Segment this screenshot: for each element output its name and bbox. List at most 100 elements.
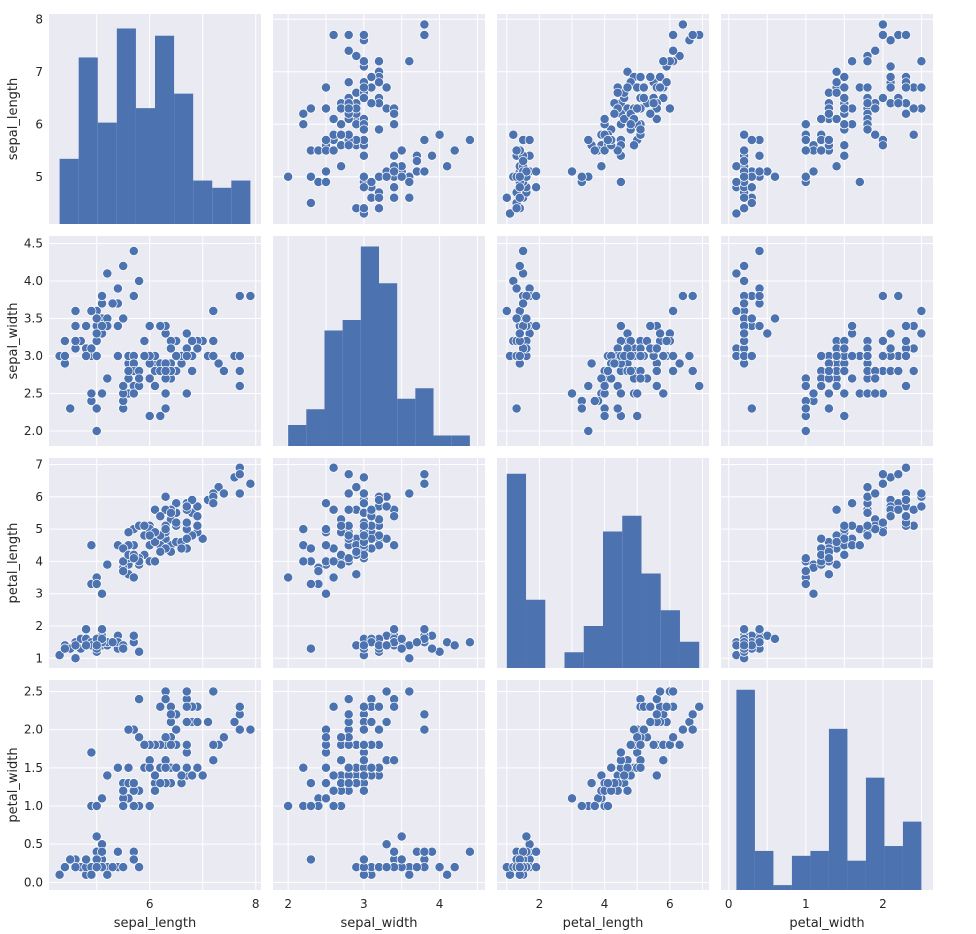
scatter-point xyxy=(381,171,392,182)
scatter-point xyxy=(208,739,219,750)
scatter-point xyxy=(800,579,811,589)
scatter-point xyxy=(70,862,81,873)
scatter-point xyxy=(381,501,392,512)
scatter-point xyxy=(576,403,587,414)
scatter-point xyxy=(321,498,331,509)
scatter-point xyxy=(321,762,331,773)
scatter-point xyxy=(389,119,400,130)
scatter-point xyxy=(746,182,757,193)
scatter-point xyxy=(746,313,757,324)
scatter-point xyxy=(602,778,613,789)
scatter-point xyxy=(374,124,384,135)
histogram-bar xyxy=(78,57,98,225)
histogram-bar xyxy=(212,187,232,224)
scatter-point xyxy=(165,343,176,354)
scatter-point xyxy=(901,82,911,93)
scatter-point xyxy=(328,785,339,796)
scatter-point xyxy=(531,291,542,301)
scatter-point xyxy=(97,321,107,331)
scatter-point xyxy=(674,51,685,61)
scatter-point xyxy=(739,129,750,140)
scatter-point xyxy=(218,488,229,499)
scatter-point xyxy=(511,283,522,294)
scatter-point xyxy=(635,351,646,361)
scatter-point xyxy=(746,135,757,145)
scatter-point xyxy=(366,762,377,773)
scatter-point xyxy=(351,51,362,61)
ylabel-sepal_length: sepal_length xyxy=(6,78,21,161)
scatter-point xyxy=(283,572,294,583)
xtick-label: 4 xyxy=(436,897,444,911)
scatter-point xyxy=(635,72,646,82)
scatter-point xyxy=(97,633,107,644)
scatter-point xyxy=(165,709,176,720)
scatter-point xyxy=(97,793,107,804)
scatter-point xyxy=(366,717,377,727)
scatter-point xyxy=(118,543,129,554)
scatter-point xyxy=(213,358,224,369)
scatter-point xyxy=(160,762,171,773)
histogram-bar xyxy=(679,641,700,668)
histogram-bar xyxy=(379,283,398,446)
scatter-point xyxy=(739,192,750,203)
scatter-point xyxy=(358,854,369,865)
scatter-point xyxy=(893,98,904,109)
scatter-point xyxy=(134,862,145,873)
scatter-point xyxy=(602,135,613,145)
ytick-label: 2.0 xyxy=(24,723,43,737)
scatter-point xyxy=(102,373,113,384)
histogram-bar xyxy=(306,409,325,446)
ytick-label: 5 xyxy=(35,170,43,184)
histogram-bar xyxy=(736,689,755,890)
ylabel-sepal_width: sepal_width xyxy=(6,303,21,380)
scatter-point xyxy=(298,108,309,119)
scatter-point xyxy=(800,381,811,391)
scatter-point xyxy=(901,495,911,505)
scatter-point xyxy=(901,511,911,522)
scatter-point xyxy=(176,770,187,781)
scatter-point xyxy=(343,30,354,40)
ytick-label: 2.0 xyxy=(24,424,43,438)
xlabel-petal_width: petal_width xyxy=(789,916,864,931)
histogram-bar xyxy=(754,850,774,890)
scatter-point xyxy=(81,351,92,361)
scatter-point xyxy=(118,566,129,577)
scatter-point xyxy=(321,524,331,535)
scatter-point xyxy=(831,114,842,124)
scatter-point xyxy=(102,559,113,570)
scatter-point xyxy=(396,633,407,644)
histogram-bar xyxy=(360,246,379,446)
ytick-label: 3.0 xyxy=(24,349,43,363)
ytick-label: 0.5 xyxy=(24,837,43,851)
ytick-label: 0.0 xyxy=(24,875,43,889)
scatter-point xyxy=(343,469,354,480)
scatter-point xyxy=(419,30,430,40)
scatter-point xyxy=(245,724,256,735)
scatter-point xyxy=(321,588,331,599)
scatter-point xyxy=(434,862,445,873)
scatter-point xyxy=(651,114,662,124)
scatter-point xyxy=(511,203,522,214)
scatter-point xyxy=(328,114,339,124)
xtick-label: 2 xyxy=(284,897,292,911)
scatter-point xyxy=(181,501,192,512)
scatter-point xyxy=(229,717,240,727)
scatter-point xyxy=(389,108,400,119)
scatter-point xyxy=(508,129,519,140)
scatter-point xyxy=(668,306,679,316)
scatter-point xyxy=(583,426,594,436)
scatter-point xyxy=(800,171,811,182)
scatter-point xyxy=(54,650,65,661)
scatter-point xyxy=(885,35,896,46)
scatter-point xyxy=(358,785,369,796)
scatter-point xyxy=(139,520,150,531)
scatter-point xyxy=(589,396,600,406)
scatter-point xyxy=(336,755,347,766)
scatter-point xyxy=(754,321,765,331)
scatter-point xyxy=(91,831,102,842)
scatter-point xyxy=(625,351,636,361)
scatter-point xyxy=(419,19,430,30)
scatter-point xyxy=(770,313,780,324)
scatter-point xyxy=(839,72,850,82)
scatter-point xyxy=(677,19,688,30)
